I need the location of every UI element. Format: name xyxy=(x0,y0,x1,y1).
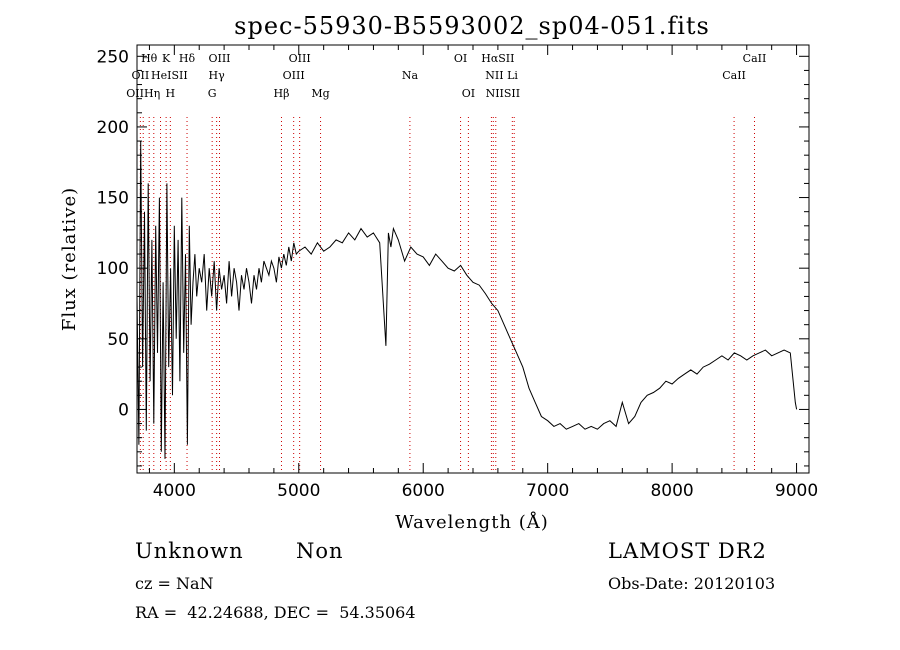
x-axis-ticks: 4000 5000 6000 7000 8000 9000 xyxy=(148,45,818,501)
y-tick-label: 100 xyxy=(97,259,129,279)
y-tick-label: 50 xyxy=(107,330,129,350)
x-axis-label: Wavelength (Å) xyxy=(395,511,549,533)
emission-line-labels: Hθ K Hδ OIII OIII OI HαSII CaII OII HeISII Hγ OIII N… xyxy=(126,52,766,100)
y-tick-label: 250 xyxy=(97,47,129,67)
chart-title: spec-55930-B5593002_sp04-051.fits xyxy=(234,12,710,40)
y-tick-label: 0 xyxy=(118,400,129,420)
line-label: Mg xyxy=(311,87,329,100)
x-tick-label: 9000 xyxy=(775,481,818,501)
x-tick-label: 5000 xyxy=(277,481,320,501)
plot-frame xyxy=(136,44,810,474)
line-label: CaII xyxy=(743,52,767,65)
obs-date-label: Obs-Date: 20120103 xyxy=(608,574,776,593)
x-tick-label: 8000 xyxy=(650,481,693,501)
line-label: CaII xyxy=(722,69,746,82)
spectrum-plot: spec-55930-B5593002_sp04-051.fits Hθ K Hδ O… xyxy=(59,12,818,533)
line-label: OI xyxy=(454,52,467,65)
class-label: Unknown xyxy=(135,539,244,563)
line-label: Hβ xyxy=(274,87,290,100)
line-label: G xyxy=(208,87,217,100)
line-label: NII Li xyxy=(485,69,518,82)
line-label: K xyxy=(162,52,171,65)
y-axis-label: Flux (relative) xyxy=(59,187,80,331)
y-tick-label: 150 xyxy=(97,189,129,209)
survey-label: LAMOST DR2 xyxy=(608,539,767,563)
x-tick-label: 4000 xyxy=(153,481,196,501)
line-label: Hδ xyxy=(179,52,196,65)
line-label: OIIHη xyxy=(126,87,160,100)
subclass-label: Non xyxy=(296,539,344,563)
emission-line-markers xyxy=(139,117,755,473)
line-label: Hθ xyxy=(141,52,158,65)
line-label: Hγ xyxy=(209,69,226,82)
x-tick-label: 7000 xyxy=(526,481,569,501)
line-label: HαSII xyxy=(481,52,514,65)
line-label: H xyxy=(166,87,176,100)
line-label: OIII xyxy=(283,69,305,82)
line-label: NIISII xyxy=(486,87,521,100)
y-tick-label: 200 xyxy=(97,118,129,138)
line-label: OIII xyxy=(289,52,311,65)
line-label: OIII xyxy=(208,52,230,65)
x-tick-label: 6000 xyxy=(402,481,445,501)
line-label: OII xyxy=(132,69,150,82)
line-label: HeISII xyxy=(151,69,188,82)
spectrum-line xyxy=(136,141,798,459)
coordinates-label: RA = 42.24688, DEC = 54.35064 xyxy=(135,603,416,622)
line-label: Na xyxy=(402,69,419,82)
redshift-label: cz = NaN xyxy=(135,574,214,593)
line-label: OI xyxy=(462,87,475,100)
y-axis-ticks: 0 50 100 150 200 250 xyxy=(97,47,809,467)
